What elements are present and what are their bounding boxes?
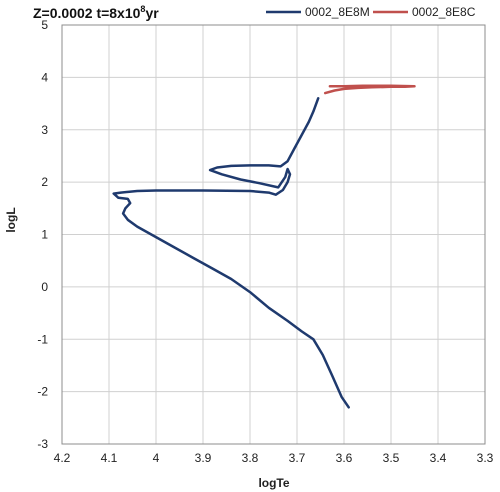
x-tick-label: 3.9 xyxy=(195,451,212,465)
y-tick-label: 1 xyxy=(41,228,48,242)
x-axis-ticks: 4.2 4.1 4 3.9 3.8 3.7 3.6 3.5 3.4 3.3 xyxy=(54,451,494,465)
x-tick-label: 4.1 xyxy=(101,451,118,465)
x-tick-label: 3.7 xyxy=(289,451,306,465)
y-tick-label: -2 xyxy=(37,385,48,399)
x-tick-label: 4 xyxy=(153,451,160,465)
series-lines xyxy=(112,84,416,409)
y-axis-ticks: 5 4 3 2 1 0 -1 -2 -3 xyxy=(37,18,48,451)
y-tick-label: 5 xyxy=(41,18,48,32)
legend-label-0002-8e8c: 0002_8E8C xyxy=(412,5,476,19)
y-tick-label: 3 xyxy=(41,123,48,137)
y-axis-label: logL xyxy=(4,207,18,232)
legend: 0002_8E8M 0002_8E8C xyxy=(266,5,476,19)
x-tick-label: 3.4 xyxy=(430,451,447,465)
x-tick-label: 3.5 xyxy=(383,451,400,465)
legend-label-0002-8e8m: 0002_8E8M xyxy=(305,5,370,19)
x-tick-label: 3.3 xyxy=(477,451,494,465)
y-tick-label: 2 xyxy=(41,175,48,189)
series-line-0002-8e8c xyxy=(323,84,416,95)
x-tick-label: 3.6 xyxy=(336,451,353,465)
series-line-0002-8e8m xyxy=(112,97,350,409)
chart-title: Z=0.0002 t=8x108yr xyxy=(33,4,159,21)
x-axis-label: logTe xyxy=(258,476,289,490)
x-tick-label: 3.8 xyxy=(242,451,259,465)
x-tick-label: 4.2 xyxy=(54,451,71,465)
y-tick-label: -3 xyxy=(37,437,48,451)
y-tick-label: 0 xyxy=(41,280,48,294)
y-tick-label: -1 xyxy=(37,332,48,346)
plot-area xyxy=(61,24,486,445)
y-tick-label: 4 xyxy=(41,70,48,84)
